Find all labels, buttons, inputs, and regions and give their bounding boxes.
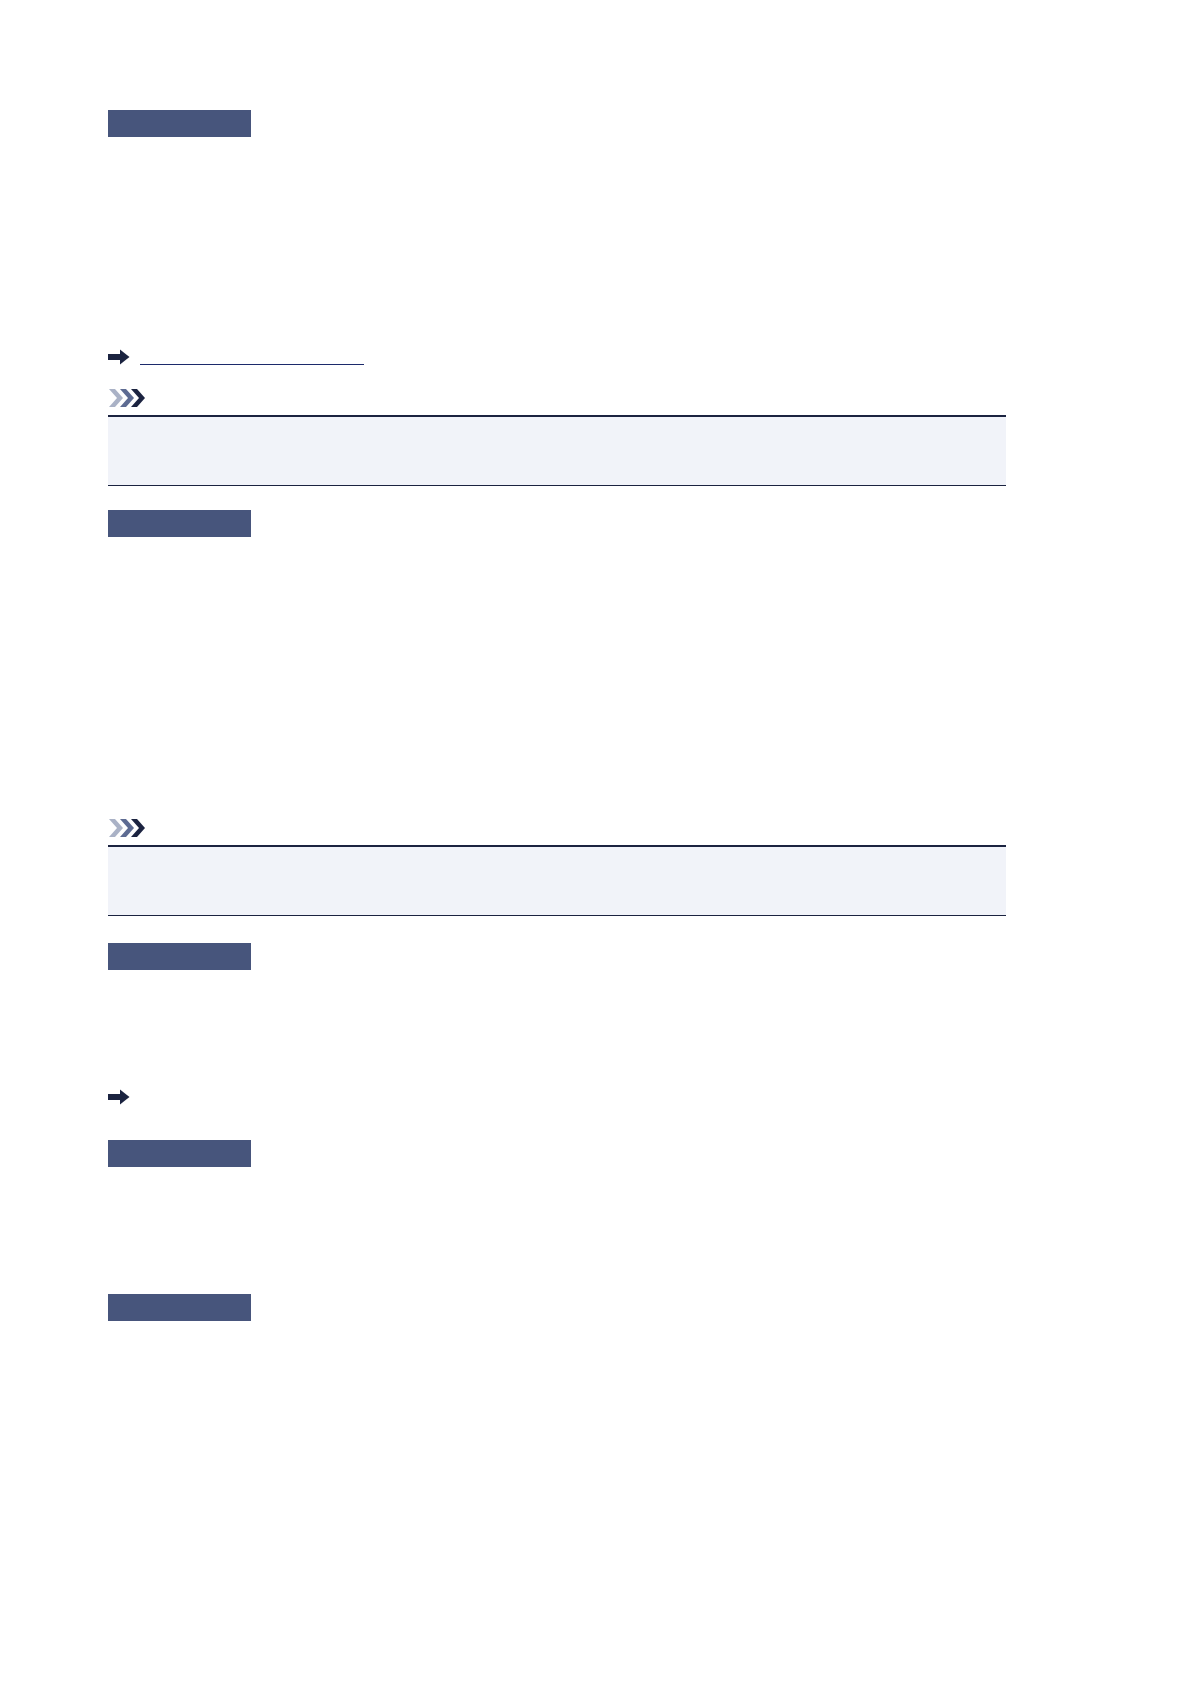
section-heading-bar-4 — [108, 1140, 251, 1167]
note-body-1 — [108, 417, 1006, 485]
note-body-2 — [108, 847, 1006, 915]
note-block-2 — [108, 818, 1006, 916]
triple-chevron-note-icon — [108, 388, 150, 408]
section-heading-bar-2 — [108, 510, 251, 537]
arrow-right-icon — [108, 349, 130, 365]
arrow-link-row-1[interactable] — [108, 346, 364, 368]
note-body-text-1 — [108, 417, 1006, 485]
arrow-link-label-1[interactable] — [140, 349, 364, 365]
note-bottom-rule-1 — [108, 485, 1006, 486]
section-heading-bar-5 — [108, 1294, 251, 1321]
section-heading-bar-1 — [108, 110, 251, 137]
note-body-text-2 — [108, 847, 1006, 915]
arrow-right-icon — [108, 1089, 130, 1105]
triple-chevron-note-icon — [108, 818, 150, 838]
note-top-rule-2 — [108, 845, 1006, 847]
note-top-rule-1 — [108, 415, 1006, 417]
arrow-link-row-2[interactable] — [108, 1086, 140, 1108]
note-bottom-rule-2 — [108, 915, 1006, 916]
section-heading-bar-3 — [108, 943, 251, 970]
note-block-1 — [108, 388, 1006, 486]
